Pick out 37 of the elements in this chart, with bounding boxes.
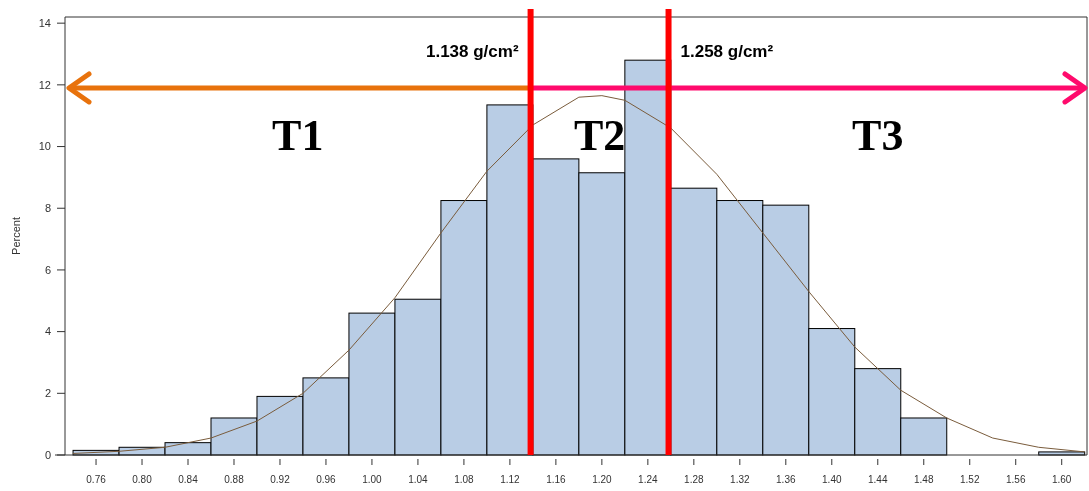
y-tick-label: 8 [44, 202, 51, 215]
x-tick-label: 1.56 [1005, 474, 1026, 485]
x-tick-label: 1.60 [1051, 474, 1072, 485]
x-tick-label: 1.28 [684, 474, 704, 485]
ref-line-label: 1.258 g/cm² [680, 42, 774, 62]
annotation: T2 [573, 110, 626, 160]
line-series [72, 95, 1086, 454]
x-tick-label: 1.24 [638, 474, 659, 485]
x-tick-label: 0.76 [86, 474, 107, 485]
y-tick-label: 0 [44, 448, 51, 461]
x-tick-label: 1.12 [500, 474, 521, 485]
x-tick-label: 1.04 [408, 474, 429, 485]
y-tick-label: 10 [38, 140, 51, 153]
ref-line-label: 1.138 g/cm² [425, 42, 519, 62]
x-tick-label: 1.20 [592, 474, 613, 485]
x-tick-label: 1.40 [822, 474, 842, 485]
x-tick-label: 0.80 [132, 474, 153, 485]
y-tick-label: 4 [44, 325, 51, 338]
y-tick-label: 14 [38, 17, 51, 30]
y-tick-label: 12 [38, 78, 51, 91]
x-tick-label: 1.48 [914, 474, 934, 485]
y-axis-title: Percent [10, 217, 22, 255]
x-tick-label: 0.92 [270, 474, 291, 485]
annotation: T3 [852, 110, 904, 160]
x-tick-label: 1.44 [868, 474, 888, 485]
x-tick-label: 0.88 [224, 474, 245, 485]
annotation: T1 [272, 110, 324, 160]
y-tick-label: 2 [44, 387, 51, 400]
x-tick-label: 1.16 [546, 474, 567, 485]
x-tick-label: 0.96 [316, 474, 337, 485]
x-tick-label: 1.52 [960, 474, 980, 485]
x-tick-label: 0.84 [178, 474, 199, 485]
x-tick-label: 1.32 [730, 474, 750, 485]
x-tick-label: 1.08 [454, 474, 475, 485]
x-tick-label: 1.00 [362, 474, 383, 485]
x-tick-label: 1.36 [776, 474, 796, 485]
y-tick-label: 6 [44, 263, 51, 276]
